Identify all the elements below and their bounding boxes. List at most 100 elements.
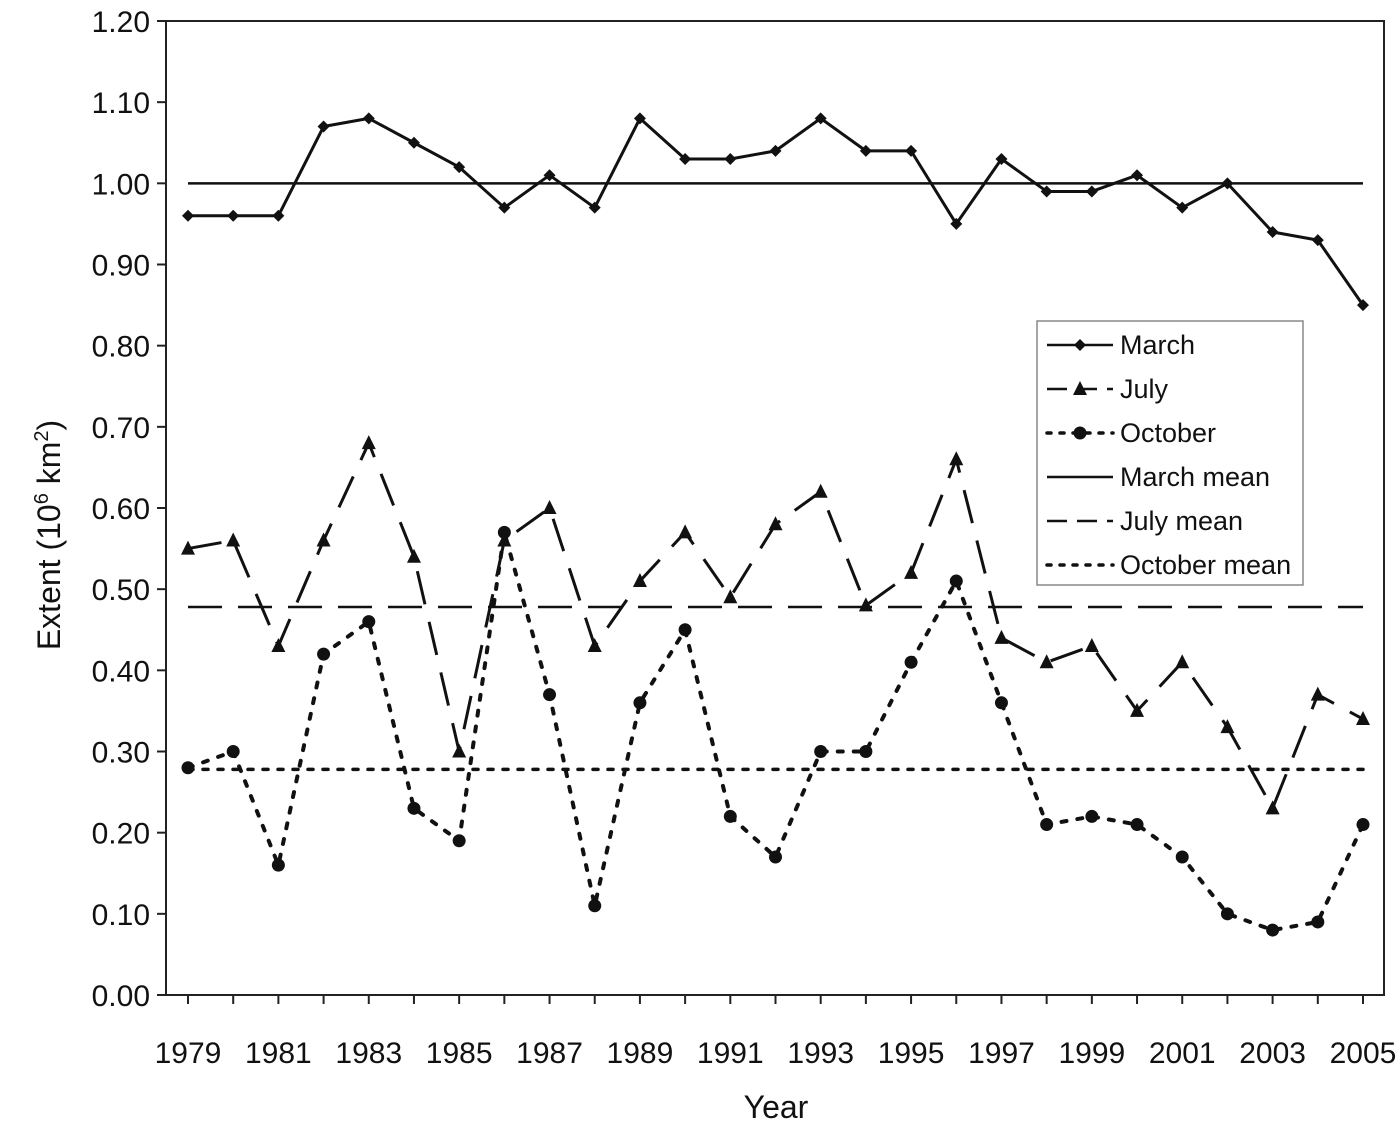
legend-label-october-mean: October mean — [1120, 550, 1291, 580]
x-tick-label: 1981 — [245, 1037, 312, 1070]
data-point-october — [633, 696, 647, 710]
data-point-october — [543, 688, 557, 702]
data-point-march — [859, 144, 872, 157]
y-axis-title: Extent (106 km2) — [31, 420, 67, 650]
y-tick-label: 0.70 — [92, 412, 150, 445]
data-point-march — [1266, 226, 1279, 239]
data-point-march — [1085, 185, 1098, 198]
data-point-july — [226, 532, 241, 547]
axes: 0.00 0.10 0.20 0.30 0.40 0.50 0.60 0.70 0.80 0.90… — [92, 6, 1397, 1070]
data-point-october — [226, 745, 240, 758]
series-lines — [181, 112, 1370, 937]
data-point-july — [632, 573, 647, 588]
legend-label-october: October — [1120, 418, 1216, 448]
data-point-july — [858, 597, 873, 612]
data-point-july — [452, 743, 467, 758]
series-line-october — [186, 530, 1365, 933]
data-point-march — [362, 112, 375, 125]
y-tick-label: 0.00 — [92, 980, 150, 1013]
data-point-july — [542, 500, 557, 514]
legend-marker-march — [1074, 339, 1086, 351]
x-tick-label: 1995 — [878, 1037, 945, 1070]
data-point-october — [1220, 907, 1234, 921]
data-point-october — [181, 761, 195, 775]
data-point-october — [407, 801, 421, 815]
data-point-october — [1356, 818, 1370, 832]
data-point-july — [271, 637, 286, 652]
data-point-july — [1220, 719, 1235, 734]
data-point-october — [1085, 809, 1099, 823]
y-tick-label: 0.30 — [92, 737, 150, 770]
x-tick-label: 1999 — [1058, 1037, 1125, 1070]
data-point-july — [723, 589, 738, 604]
data-point-march — [182, 209, 194, 222]
data-point-march — [1040, 185, 1053, 198]
data-point-october — [1040, 818, 1054, 832]
legend-label-march: March — [1120, 330, 1195, 360]
series-july — [181, 435, 1370, 815]
data-point-october — [678, 623, 692, 637]
data-point-july — [1039, 654, 1054, 669]
data-point-march — [543, 169, 556, 182]
x-tick-label: 2001 — [1149, 1037, 1216, 1070]
data-point-july — [813, 483, 828, 498]
data-point-october — [769, 850, 782, 864]
data-point-march — [1221, 177, 1234, 190]
x-tick-label: 1989 — [607, 1037, 674, 1070]
y-tick-label: 0.60 — [92, 493, 150, 526]
data-point-july — [1175, 654, 1190, 669]
data-point-march — [724, 152, 737, 165]
x-tick-label: 2005 — [1330, 1037, 1397, 1070]
data-point-july — [1130, 702, 1145, 717]
data-point-march — [1357, 299, 1369, 312]
legend: March July October March mean July mean Octob… — [1036, 320, 1304, 586]
data-point-march — [588, 201, 601, 214]
data-point-march — [950, 217, 963, 230]
data-point-march — [679, 152, 692, 165]
data-point-march — [317, 120, 330, 133]
x-tick-label: 1993 — [787, 1037, 854, 1070]
data-point-july — [1084, 637, 1099, 652]
y-tick-label: 1.20 — [92, 6, 150, 39]
data-point-march — [905, 144, 918, 157]
data-point-march — [407, 136, 420, 149]
x-tick-label: 1987 — [516, 1037, 583, 1070]
x-tick-label: 1991 — [697, 1037, 764, 1070]
data-point-march — [814, 112, 827, 125]
data-point-october — [362, 615, 376, 629]
data-point-october — [904, 655, 918, 669]
data-point-march — [453, 161, 466, 174]
legend-label-july: July — [1120, 374, 1169, 404]
data-point-july — [949, 451, 964, 466]
y-tick-label: 1.00 — [92, 168, 150, 201]
data-point-july — [1310, 686, 1325, 701]
data-point-march — [1131, 169, 1144, 182]
data-point-march — [227, 209, 240, 222]
series-october — [181, 525, 1370, 937]
data-point-october — [859, 745, 873, 758]
x-tick-label: 2003 — [1239, 1037, 1306, 1070]
data-point-march — [272, 209, 285, 222]
x-tick-label: 1979 — [155, 1037, 222, 1070]
data-point-july — [181, 540, 195, 555]
legend-marker-october — [1073, 426, 1087, 440]
data-point-march — [995, 152, 1008, 165]
data-point-october — [588, 899, 602, 913]
data-point-july — [678, 524, 693, 539]
data-point-october — [271, 858, 285, 872]
data-point-july — [904, 564, 919, 579]
data-point-march — [1311, 234, 1324, 247]
data-point-july — [768, 516, 783, 531]
data-point-october — [1175, 850, 1189, 864]
data-point-october — [994, 696, 1008, 710]
data-point-july — [994, 629, 1009, 644]
legend-marker-july — [1073, 381, 1087, 395]
data-point-october — [723, 809, 737, 823]
data-point-july — [1265, 800, 1280, 815]
data-point-july — [361, 435, 376, 450]
data-point-october — [1266, 923, 1280, 937]
data-point-march — [1176, 201, 1189, 214]
data-point-october — [1311, 915, 1325, 929]
